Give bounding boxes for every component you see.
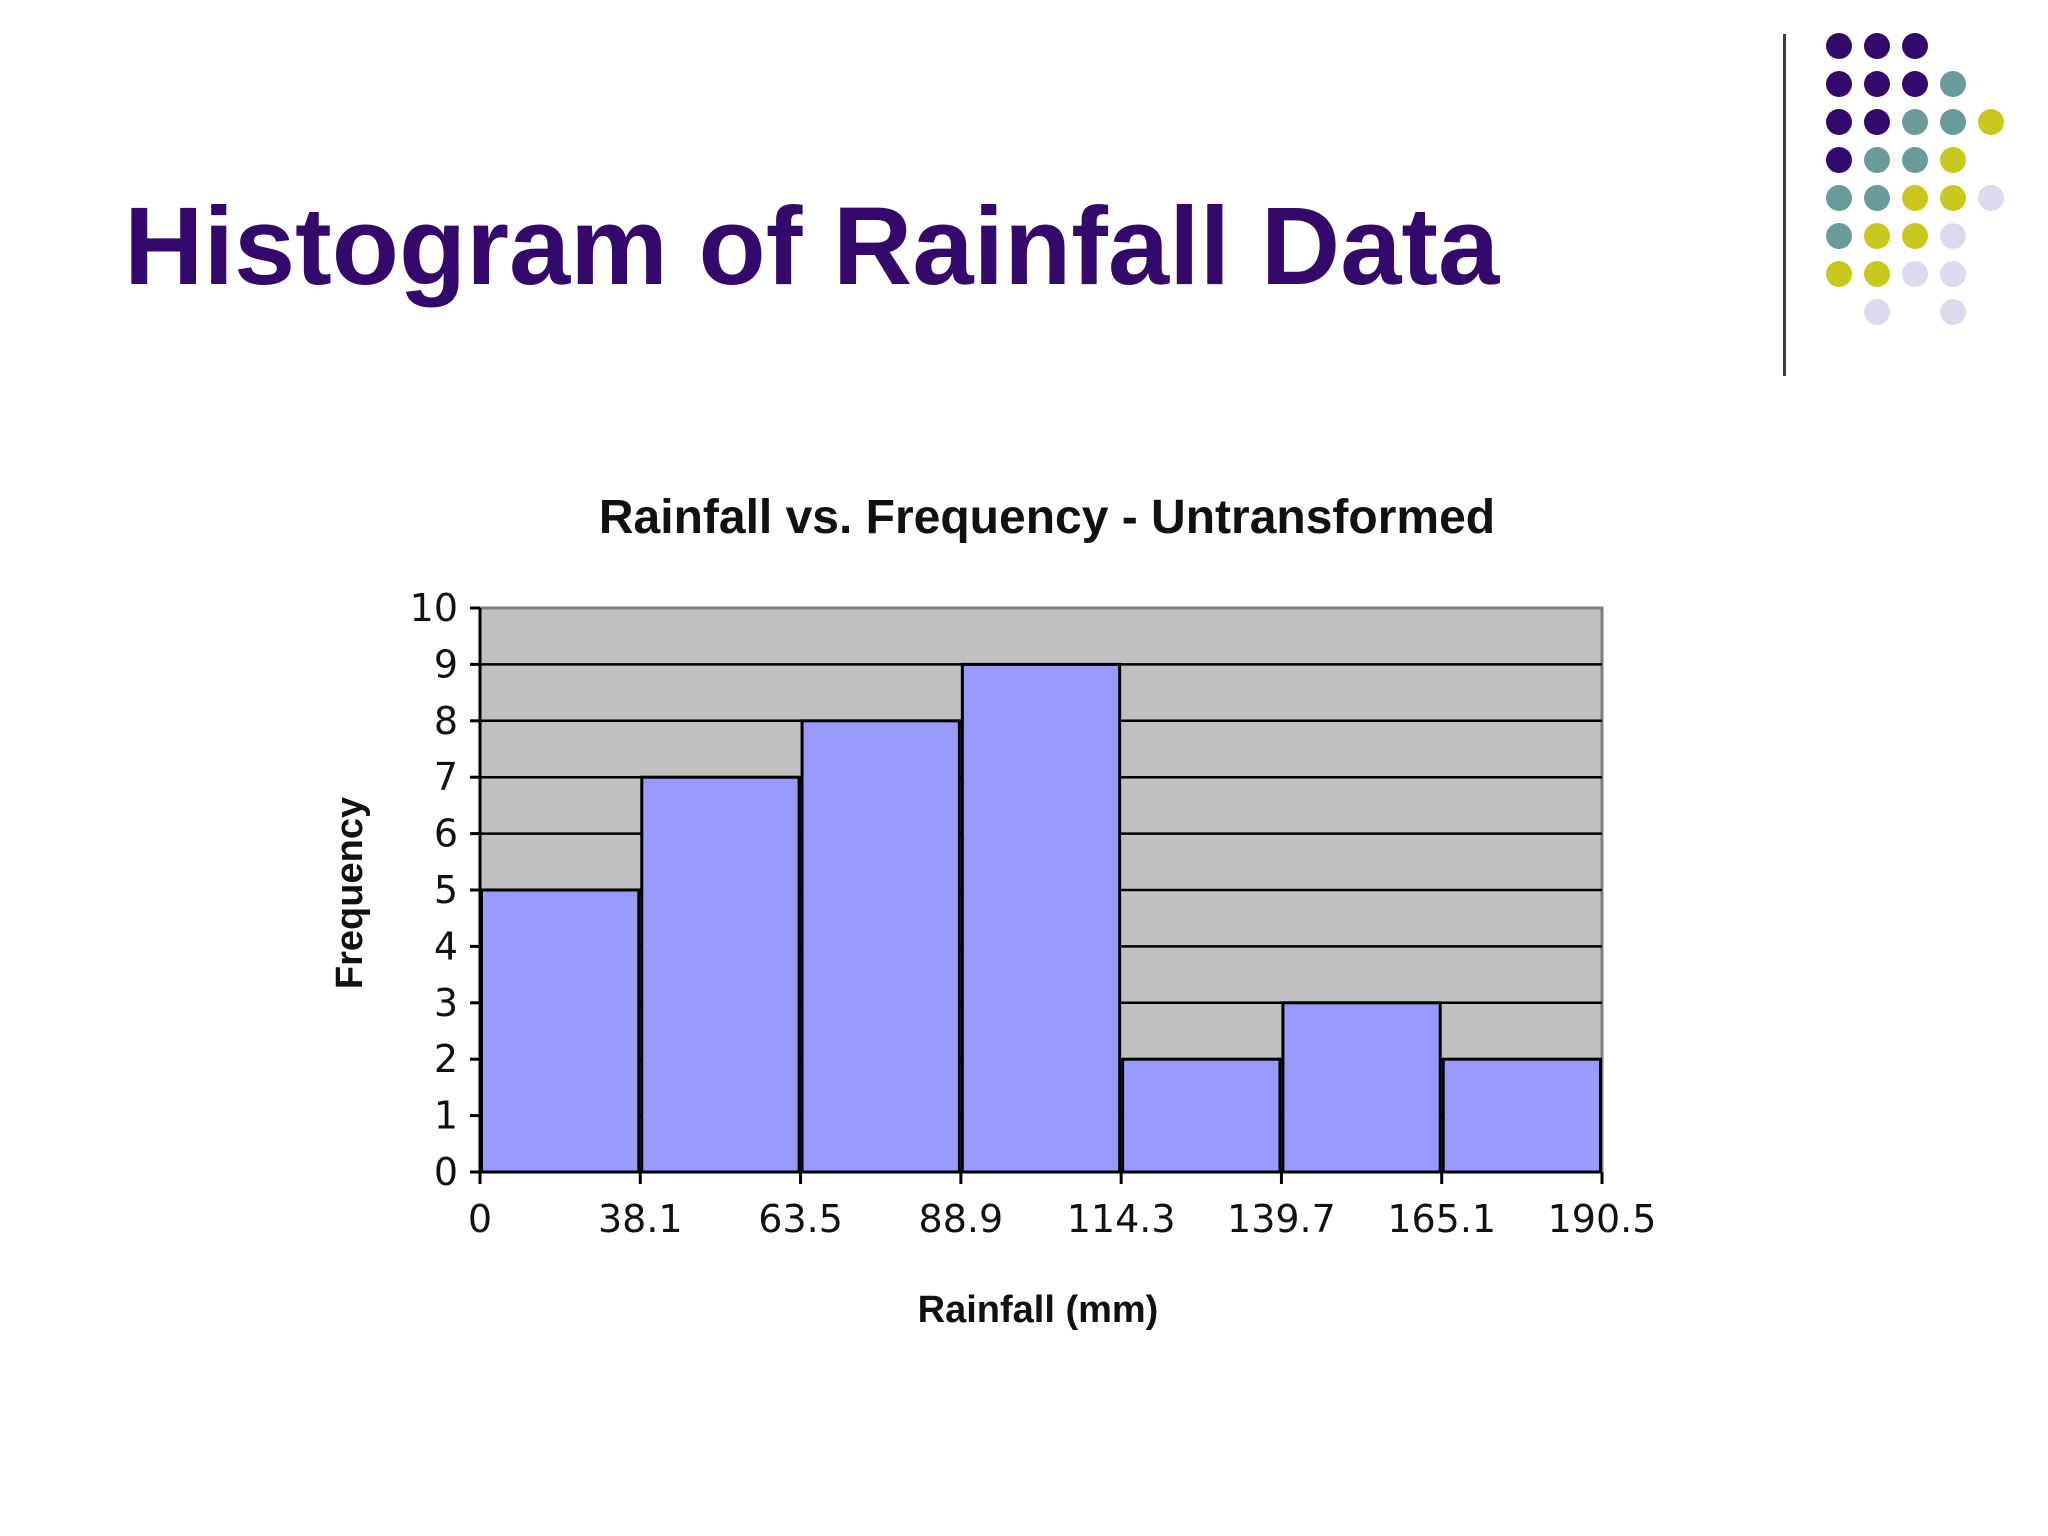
y-tick-label: 2 — [434, 1037, 458, 1081]
y-tick-label: 7 — [434, 755, 458, 799]
x-tick-label: 190.5 — [1548, 1197, 1657, 1241]
y-axis-ticks: 0 1 2 3 4 5 6 7 8 9 10 — [410, 586, 480, 1194]
title-divider — [1783, 34, 1786, 376]
histogram-bars — [480, 662, 1602, 1174]
histogram-bar — [1121, 1057, 1282, 1174]
histogram-bar — [960, 662, 1122, 1174]
slide-title: Histogram of Rainfall Data — [124, 185, 1500, 308]
histogram-bar — [1441, 1057, 1602, 1174]
y-tick-label: 1 — [434, 1094, 458, 1138]
x-tick-label: 38.1 — [598, 1197, 683, 1241]
x-axis-title: Rainfall (mm) — [918, 1289, 1159, 1331]
x-tick-label: 139.7 — [1227, 1197, 1336, 1241]
y-tick-label: 0 — [434, 1150, 458, 1194]
histogram-bar — [1281, 1001, 1442, 1174]
x-tick-label: 165.1 — [1387, 1197, 1496, 1241]
histogram-bar — [800, 719, 961, 1174]
x-axis-ticks: 0 38.1 63.5 88.9 114.3 139.7 165.1 190.5 — [468, 1172, 1656, 1241]
y-tick-label: 8 — [434, 699, 458, 743]
chart-title: Rainfall vs. Frequency - Untransformed — [599, 491, 1495, 544]
rainfall-histogram: Rainfall vs. Frequency - Untransformed 0… — [329, 491, 1656, 1331]
y-tick-label: 9 — [434, 642, 458, 686]
y-tick-label: 4 — [434, 924, 458, 968]
x-tick-label: 114.3 — [1067, 1197, 1176, 1241]
histogram-bar — [640, 775, 801, 1174]
x-tick-label: 0 — [468, 1197, 492, 1241]
y-tick-label: 6 — [434, 812, 458, 856]
x-tick-label: 63.5 — [758, 1197, 843, 1241]
y-tick-label: 5 — [434, 868, 458, 912]
x-tick-label: 88.9 — [919, 1197, 1004, 1241]
y-axis-title: Frequency — [329, 797, 371, 989]
histogram-bar — [480, 888, 641, 1174]
y-tick-label: 10 — [410, 586, 458, 630]
y-tick-label: 3 — [434, 981, 458, 1025]
